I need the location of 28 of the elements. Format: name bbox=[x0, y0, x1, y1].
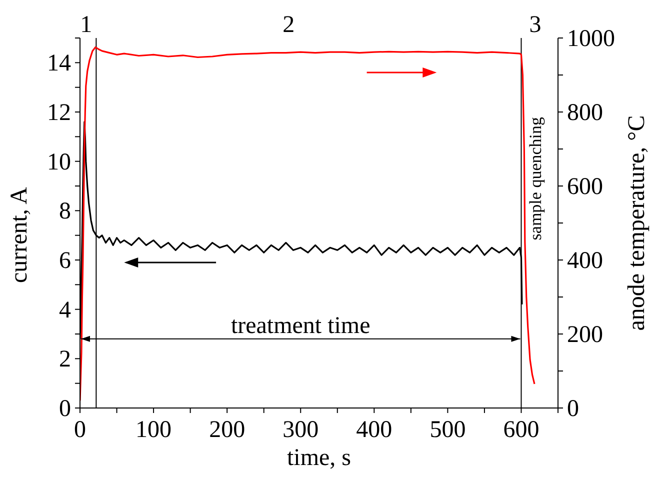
y2-tick-label: 0 bbox=[567, 396, 579, 422]
annotation: 2 bbox=[282, 12, 295, 38]
y-tick-label: 4 bbox=[59, 297, 71, 324]
y-tick-label: 0 bbox=[59, 396, 71, 422]
x-tick-label: 200 bbox=[209, 417, 246, 443]
y-axis-title: current, A bbox=[6, 186, 33, 283]
y2-tick-label: 400 bbox=[567, 248, 603, 274]
y-tick-label: 2 bbox=[59, 346, 71, 373]
x-tick-label: 400 bbox=[356, 417, 392, 443]
annotation: sample quenching bbox=[526, 116, 546, 240]
y2-tick-label: 1000 bbox=[567, 26, 615, 52]
x-tick-label: 100 bbox=[136, 417, 172, 443]
y2-tick-label: 800 bbox=[567, 100, 603, 126]
x-axis-title: time, s bbox=[287, 445, 351, 471]
y-tick-label: 6 bbox=[59, 248, 71, 274]
x-tick-label: 300 bbox=[282, 417, 319, 443]
y-tick-label: 8 bbox=[59, 198, 71, 225]
annotation: 1 bbox=[80, 12, 92, 38]
y-tick-label: 14 bbox=[47, 50, 71, 77]
x-tick-label: 500 bbox=[430, 417, 466, 443]
y2-tick-label: 600 bbox=[567, 174, 603, 200]
y-tick-label: 12 bbox=[47, 100, 71, 126]
y2-tick-label: 200 bbox=[567, 322, 603, 348]
x-tick-label: 600 bbox=[503, 417, 540, 443]
y2-axis-title: anode temperature, °C bbox=[624, 115, 650, 331]
annotation: 3 bbox=[529, 12, 542, 38]
annotation: treatment time bbox=[230, 312, 370, 339]
y-tick-label: 10 bbox=[47, 149, 71, 176]
